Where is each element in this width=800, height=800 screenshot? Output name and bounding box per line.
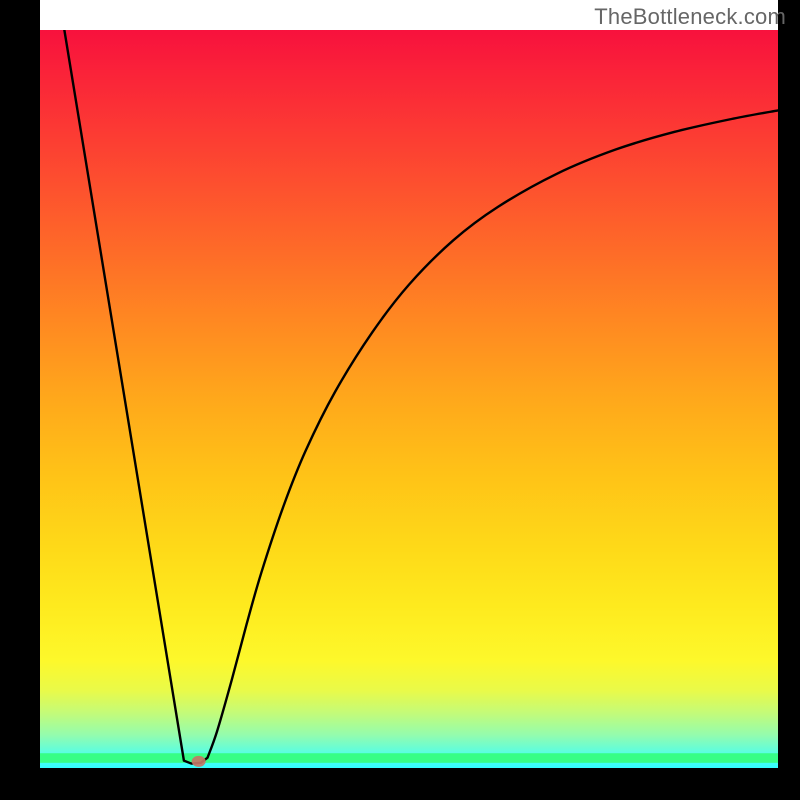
plot-border-top-left	[0, 0, 40, 30]
plot-border-bottom	[0, 768, 800, 800]
chart-gradient-bg	[40, 30, 778, 768]
plot-border-right	[778, 0, 800, 800]
optimal-marker	[192, 756, 206, 767]
bottleneck-chart	[0, 0, 800, 800]
watermark-text: TheBottleneck.com	[594, 4, 786, 30]
green-band	[40, 753, 778, 763]
plot-border-left	[0, 0, 40, 800]
chart-container: TheBottleneck.com	[0, 0, 800, 800]
